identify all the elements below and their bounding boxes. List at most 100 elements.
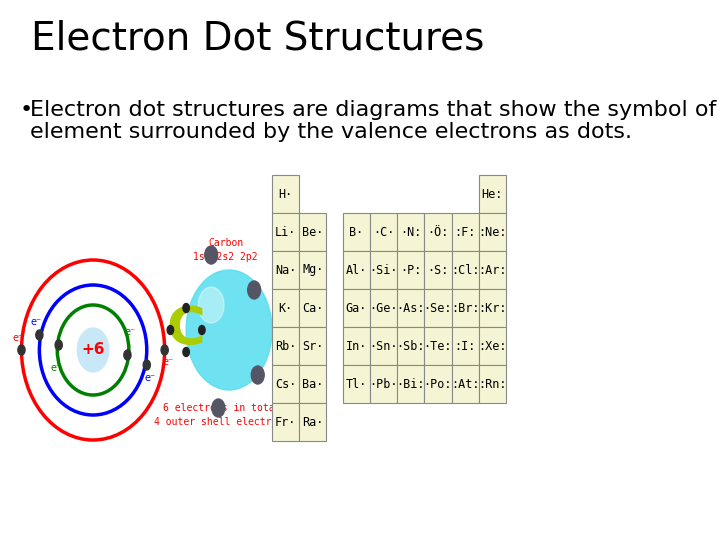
Text: In·: In·	[346, 340, 367, 353]
Text: e⁻: e⁻	[125, 327, 136, 337]
FancyBboxPatch shape	[424, 289, 451, 327]
Text: Fr·: Fr·	[275, 415, 297, 429]
FancyBboxPatch shape	[370, 289, 397, 327]
Circle shape	[18, 345, 25, 355]
FancyBboxPatch shape	[300, 365, 326, 403]
Text: Ga·: Ga·	[346, 301, 367, 314]
FancyBboxPatch shape	[424, 213, 451, 251]
Circle shape	[77, 328, 109, 372]
Text: Sr·: Sr·	[302, 340, 323, 353]
FancyBboxPatch shape	[397, 327, 424, 365]
Text: Na·: Na·	[275, 264, 297, 276]
Text: ·Se:: ·Se:	[424, 301, 452, 314]
Text: Ba·: Ba·	[302, 377, 323, 390]
FancyBboxPatch shape	[343, 289, 370, 327]
Circle shape	[55, 340, 63, 350]
FancyBboxPatch shape	[397, 213, 424, 251]
FancyBboxPatch shape	[479, 289, 506, 327]
Text: e⁻: e⁻	[50, 363, 61, 373]
Text: Carbon
1s2 2s2 2p2: Carbon 1s2 2s2 2p2	[193, 238, 258, 261]
Text: Electron dot structures are diagrams that show the symbol of the: Electron dot structures are diagrams tha…	[30, 100, 720, 120]
FancyBboxPatch shape	[424, 251, 451, 289]
FancyBboxPatch shape	[451, 251, 479, 289]
Text: :F:: :F:	[454, 226, 476, 239]
Text: :Kr:: :Kr:	[478, 301, 507, 314]
FancyBboxPatch shape	[479, 251, 506, 289]
FancyBboxPatch shape	[370, 251, 397, 289]
FancyBboxPatch shape	[343, 327, 370, 365]
Text: ·N:: ·N:	[400, 226, 421, 239]
Text: :I:: :I:	[454, 340, 476, 353]
Text: Ra·: Ra·	[302, 415, 323, 429]
FancyBboxPatch shape	[272, 327, 300, 365]
Text: e⁻: e⁻	[163, 357, 174, 367]
Text: H·: H·	[279, 187, 293, 200]
FancyBboxPatch shape	[397, 365, 424, 403]
FancyBboxPatch shape	[272, 213, 300, 251]
FancyBboxPatch shape	[370, 365, 397, 403]
Text: Electron Dot Structures: Electron Dot Structures	[31, 19, 485, 57]
Circle shape	[248, 281, 261, 299]
Text: K·: K·	[279, 301, 293, 314]
Text: Al·: Al·	[346, 264, 367, 276]
Text: ·Po:: ·Po:	[424, 377, 452, 390]
Circle shape	[186, 270, 272, 390]
FancyBboxPatch shape	[272, 251, 300, 289]
FancyBboxPatch shape	[370, 327, 397, 365]
Text: ·Si·: ·Si·	[369, 264, 398, 276]
Circle shape	[204, 246, 217, 264]
Text: +6: +6	[81, 342, 105, 357]
Text: :Xe:: :Xe:	[478, 340, 507, 353]
Circle shape	[161, 345, 168, 355]
Circle shape	[199, 326, 205, 334]
FancyBboxPatch shape	[370, 213, 397, 251]
FancyBboxPatch shape	[424, 365, 451, 403]
FancyBboxPatch shape	[300, 289, 326, 327]
FancyBboxPatch shape	[424, 327, 451, 365]
Text: ·C·: ·C·	[373, 226, 395, 239]
FancyBboxPatch shape	[451, 365, 479, 403]
Text: B·: B·	[349, 226, 364, 239]
Circle shape	[124, 350, 131, 360]
FancyBboxPatch shape	[272, 403, 300, 441]
FancyBboxPatch shape	[397, 289, 424, 327]
FancyBboxPatch shape	[343, 213, 370, 251]
Text: :Br:: :Br:	[451, 301, 480, 314]
Text: ·Bi:: ·Bi:	[397, 377, 425, 390]
Text: Cs·: Cs·	[275, 377, 297, 390]
Text: Ca·: Ca·	[302, 301, 323, 314]
Text: He:: He:	[482, 187, 503, 200]
FancyBboxPatch shape	[451, 289, 479, 327]
Circle shape	[183, 348, 189, 356]
Text: ·S:: ·S:	[427, 264, 449, 276]
Text: :Ne:: :Ne:	[478, 226, 507, 239]
FancyBboxPatch shape	[451, 213, 479, 251]
Circle shape	[167, 326, 174, 334]
Text: element surrounded by the valence electrons as dots.: element surrounded by the valence electr…	[30, 122, 632, 142]
Text: :Rn:: :Rn:	[478, 377, 507, 390]
Circle shape	[183, 303, 189, 313]
Text: ·Sn·: ·Sn·	[369, 340, 398, 353]
Circle shape	[251, 366, 264, 384]
FancyBboxPatch shape	[300, 213, 326, 251]
FancyBboxPatch shape	[343, 365, 370, 403]
Circle shape	[36, 330, 43, 340]
Text: ·Ö:: ·Ö:	[427, 226, 449, 239]
FancyBboxPatch shape	[300, 403, 326, 441]
Text: :At:: :At:	[451, 377, 480, 390]
FancyBboxPatch shape	[479, 365, 506, 403]
FancyBboxPatch shape	[343, 251, 370, 289]
Text: •: •	[20, 100, 33, 120]
FancyBboxPatch shape	[451, 327, 479, 365]
FancyBboxPatch shape	[272, 365, 300, 403]
Text: ·As:: ·As:	[397, 301, 425, 314]
FancyBboxPatch shape	[272, 289, 300, 327]
FancyBboxPatch shape	[272, 175, 300, 213]
Text: Li·: Li·	[275, 226, 297, 239]
Circle shape	[143, 360, 150, 370]
Text: C: C	[167, 304, 205, 356]
Text: e⁻: e⁻	[145, 373, 156, 383]
Text: ·Te:: ·Te:	[424, 340, 452, 353]
Text: Be·: Be·	[302, 226, 323, 239]
FancyBboxPatch shape	[479, 327, 506, 365]
